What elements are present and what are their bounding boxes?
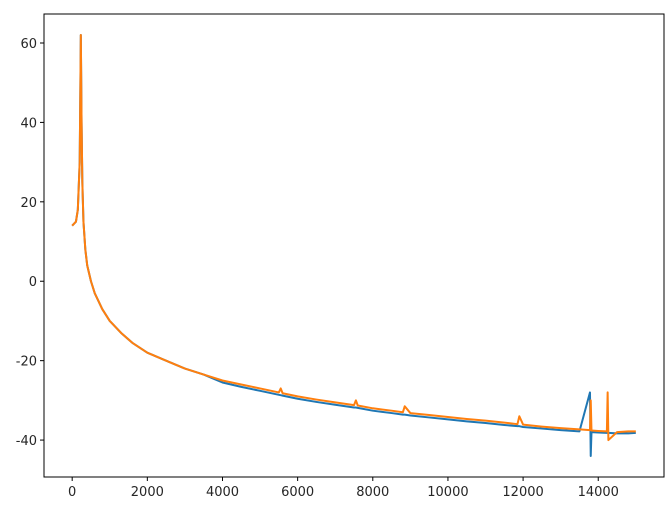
x-tick-label: 14000 [578,485,619,500]
data-line [71,34,636,442]
x-tick-label: 4000 [206,485,239,500]
y-tick-label: 20 [20,196,37,211]
y-tick-label: -20 [16,355,37,370]
x-tick-label: 10000 [427,485,468,500]
y-tick-label: 60 [20,37,37,52]
data-line [71,34,636,457]
x-tick-label: 6000 [281,485,314,500]
x-tick-label: 8000 [356,485,389,500]
x-tick-label: 0 [68,485,76,500]
y-tick-label: 40 [20,116,37,131]
axes-frame [43,13,665,478]
y-tick-label: -40 [16,434,37,449]
y-tick-label: 0 [29,275,37,290]
x-tick-label: 12000 [502,485,543,500]
x-tick-label: 2000 [131,485,164,500]
